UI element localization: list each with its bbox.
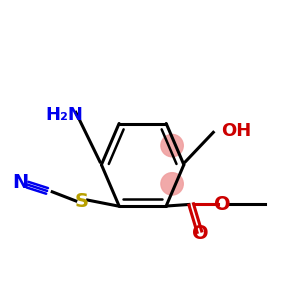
- Text: O: O: [192, 224, 208, 243]
- Text: H₂N: H₂N: [46, 106, 83, 124]
- Text: S: S: [75, 192, 89, 211]
- Text: O: O: [214, 195, 230, 214]
- Circle shape: [161, 134, 183, 157]
- Text: N: N: [12, 173, 28, 192]
- Text: OH: OH: [221, 122, 251, 140]
- Circle shape: [161, 173, 183, 195]
